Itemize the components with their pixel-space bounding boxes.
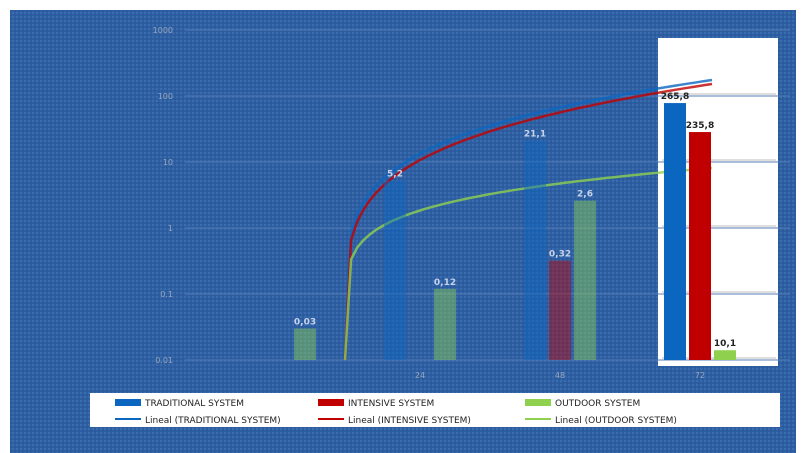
trendline-3 xyxy=(343,166,713,361)
x-tick-label: 24 xyxy=(415,371,425,380)
y-tick-label: 0.01 xyxy=(155,356,173,365)
bar-outdoor-system xyxy=(714,350,736,360)
trendline-1 xyxy=(343,78,713,361)
y-tick-label: 1000 xyxy=(153,26,173,35)
bar-outdoor-system xyxy=(434,288,456,360)
legend-swatch xyxy=(318,399,344,406)
data-label: 0,03 xyxy=(294,318,316,328)
legend-label: Lineal (TRADITIONAL SYSTEM) xyxy=(145,416,281,426)
bar-outdoor-system xyxy=(294,328,316,360)
data-label: 21,1 xyxy=(524,130,546,140)
data-label: 10,1 xyxy=(714,339,736,349)
trendline-2 xyxy=(343,82,713,361)
data-label: 265,8 xyxy=(661,92,689,102)
legend-label: Lineal (INTENSIVE SYSTEM) xyxy=(348,416,471,426)
legend-label: TRADITIONAL SYSTEM xyxy=(144,399,244,409)
data-label: 0,12 xyxy=(434,278,456,288)
legend-label: Lineal (OUTDOOR SYSTEM) xyxy=(555,416,677,426)
y-tick-label: 10 xyxy=(163,158,173,167)
x-tick-label: 72 xyxy=(695,371,705,380)
bar-traditional-system xyxy=(664,103,686,360)
data-label: 235,8 xyxy=(686,121,714,131)
y-tick-label: 1 xyxy=(168,224,173,233)
legend-swatch xyxy=(115,399,141,406)
data-label: 0,32 xyxy=(549,250,571,260)
bar-traditional-system xyxy=(524,140,546,360)
legend-swatch xyxy=(525,399,551,406)
legend-box xyxy=(90,393,780,427)
data-label: 2,6 xyxy=(577,190,593,200)
bar-outdoor-system xyxy=(574,200,596,360)
bar-intensive-system xyxy=(689,132,711,360)
x-tick-label: 48 xyxy=(555,371,565,380)
legend-label: INTENSIVE SYSTEM xyxy=(348,399,434,409)
bar-traditional-system xyxy=(384,180,406,360)
data-label: 5,2 xyxy=(387,170,403,180)
y-tick-label: 0.1 xyxy=(160,290,173,299)
bar-intensive-system xyxy=(549,260,571,360)
legend-label: OUTDOOR SYSTEM xyxy=(555,399,640,409)
y-tick-label: 100 xyxy=(158,92,173,101)
